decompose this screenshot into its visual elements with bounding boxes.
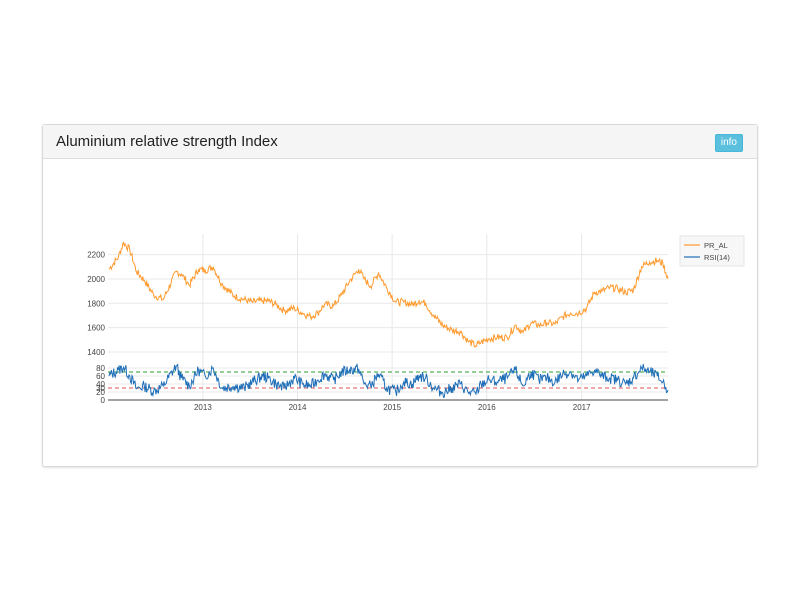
series-line-rsi	[108, 363, 669, 398]
legend-label: RSI(14)	[704, 253, 730, 262]
rsi-y-tick-label: 60	[96, 372, 105, 381]
x-tick-label: 2015	[383, 403, 401, 412]
price-y-tick-label: 1800	[87, 299, 105, 308]
x-tick-label: 2017	[573, 403, 591, 412]
rsi-y-tick-label: 0	[101, 396, 106, 405]
rsi-y-tick-label: 20	[96, 388, 105, 397]
rsi-y-tick-label: 40	[96, 380, 105, 389]
legend: PR_AL RSI(14)	[679, 235, 745, 267]
info-button[interactable]: info	[714, 134, 743, 152]
price-y-tick-label: 2000	[87, 275, 105, 284]
price-y-tick-label: 1400	[87, 348, 105, 357]
rsi-y-tick-label: 30	[96, 384, 105, 393]
legend-box	[679, 235, 745, 267]
x-tick-label: 2014	[289, 403, 307, 412]
price-y-tick-label: 1600	[87, 324, 105, 333]
x-tick-label: 2016	[478, 403, 496, 412]
series-line-pr-al	[108, 241, 669, 348]
rsi-y-tick-label: 80	[96, 364, 105, 373]
panel-title: Aluminium relative strength Index	[56, 133, 278, 150]
x-tick-label: 2013	[194, 403, 212, 412]
price-y-tick-label: 2200	[87, 251, 105, 260]
panel-header: Aluminium relative strength Index info	[43, 125, 757, 159]
legend-label: PR_AL	[704, 241, 728, 250]
